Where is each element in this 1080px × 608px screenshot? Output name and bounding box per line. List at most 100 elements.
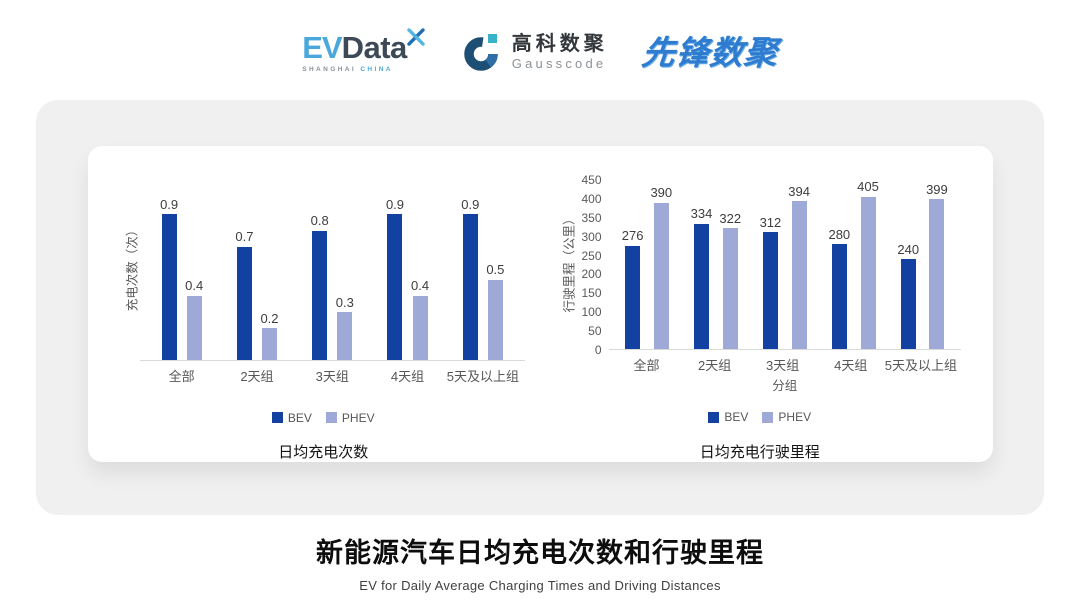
y-axis-label: 充电次数（次） [125, 223, 140, 312]
category-label: 3天组 [766, 358, 800, 373]
bar-value-label: 0.5 [486, 261, 505, 277]
bar-cell-phev: 394 [788, 174, 810, 350]
category-label: 5天及以上组 [884, 358, 957, 373]
bar-bev [236, 246, 252, 361]
legend-label: PHEV [341, 410, 375, 425]
bar-bev [900, 259, 916, 350]
chart-body: 充电次数（次） 0.9 0.4 0.7 0.2 0.8 0.3 0.9 0.4 0.9 0.5 全… [122, 174, 525, 402]
category-label: 3天组 [315, 369, 349, 384]
bar-value-label: 0.4 [411, 278, 430, 294]
category-label: 2天组 [240, 369, 274, 384]
bar-cell-bev: 276 [622, 174, 643, 350]
bar-cell-phev: 0.4 [411, 174, 429, 361]
bar-group: 312 394 [750, 174, 819, 350]
bar-bev [694, 223, 709, 350]
bar-group: 334 322 [681, 174, 750, 350]
legend-item-phev: PHEV [762, 410, 811, 424]
bar-phev [860, 197, 876, 350]
y-tick-label: 200 [581, 267, 602, 282]
evdata-tagline: SHANGHAI CHINA [302, 66, 427, 73]
bar-value-label: 280 [828, 226, 851, 242]
bar-cell-bev: 334 [690, 174, 713, 350]
chart-daily-driving-distance: 行驶里程（公里） 0 50 100 150 200 250 300 350 400 450 276… [559, 174, 962, 462]
bar-group: 0.9 0.4 [370, 174, 445, 361]
bar-value-label: 0.9 [385, 196, 405, 212]
legend-item-bev: BEV [271, 411, 312, 425]
bar-cell-bev: 0.7 [235, 174, 253, 361]
bar-value-label: 0.4 [185, 278, 204, 294]
content-panel: 充电次数（次） 0.9 0.4 0.7 0.2 0.8 0.3 0.9 0.4 0.9 0.5 全… [36, 100, 1044, 515]
bar-bev [831, 244, 847, 350]
bar-value-label: 312 [759, 214, 782, 230]
plot-area: 0.9 0.4 0.7 0.2 0.8 0.3 0.9 0.4 0.9 0.5 [140, 174, 525, 361]
category-label: 5天及以上组 [446, 369, 519, 384]
category-label: 全部 [168, 369, 195, 384]
gausscode-g-icon [464, 34, 498, 71]
plot-column: 276 390 334 322 312 394 280 405 240 399 全部 2天组 3天组 4… [608, 174, 962, 393]
bar-phev [186, 295, 202, 361]
plot-column: 0.9 0.4 0.7 0.2 0.8 0.3 0.9 0.4 0.9 0.5 全部 2天组 3天组 4… [140, 174, 525, 404]
bar-cell-bev: 280 [828, 174, 850, 350]
legend-item-bev: BEV [708, 410, 748, 424]
y-tick-label: 250 [581, 248, 602, 263]
evdata-data-text: Data [341, 29, 408, 65]
footer: 新能源汽车日均充电次数和行驶里程 EV for Daily Average Ch… [0, 531, 1080, 593]
legend-swatch [325, 412, 337, 423]
bar-value-label: 334 [690, 206, 713, 222]
bar-group: 0.7 0.2 [219, 174, 294, 361]
bar-group: 240 399 [888, 174, 957, 350]
bar-cell-bev: 0.9 [461, 174, 479, 361]
gausscode-wordmark: 高科数聚 Gausscode [512, 33, 608, 71]
chart-daily-charging-times: 充电次数（次） 0.9 0.4 0.7 0.2 0.8 0.3 0.9 0.4 0.9 0.5 全… [122, 174, 525, 462]
bar-value-label: 322 [719, 210, 742, 226]
bar-value-label: 399 [926, 181, 948, 197]
y-axis-label: 行驶里程（公里） [562, 211, 577, 313]
evdata-star-icon [407, 27, 425, 46]
evdata-wordmark: EV Data [302, 27, 427, 65]
y-tick-label: 100 [581, 305, 602, 320]
y-tick-label: 150 [581, 286, 602, 301]
y-tick-label: 350 [581, 210, 602, 225]
bar-cell-phev: 0.3 [336, 174, 354, 361]
x-axis-label [140, 386, 525, 404]
bar-cell-phev: 0.4 [185, 174, 203, 361]
y-axis-ticks: 0 50 100 150 200 250 300 350 400 450 [577, 174, 609, 356]
category-labels: 全部 2天组 3天组 4天组 5天及以上组 [609, 355, 962, 373]
bar-value-label: 390 [650, 185, 673, 201]
legend: BEV PHEV [559, 409, 962, 425]
legend-swatch [708, 411, 720, 423]
bar-cell-phev: 399 [926, 174, 948, 350]
pioneer-data-logo: 先锋数聚 [639, 33, 780, 71]
evdata-ev-text: EV [302, 29, 342, 65]
bar-value-label: 405 [857, 179, 879, 195]
evdata-logo: EV Data SHANGHAI CHINA [302, 27, 427, 73]
category-label: 2天组 [697, 358, 732, 373]
legend-swatch [271, 412, 283, 423]
evdata-tagline-left: SHANGHAI [302, 65, 357, 73]
x-axis-line [608, 349, 961, 350]
y-tick-label: 400 [581, 191, 602, 206]
bar-cell-bev: 240 [897, 174, 919, 350]
y-tick-label: 0 [594, 343, 602, 357]
x-axis-line [140, 360, 525, 361]
bar-cell-phev: 0.5 [486, 174, 504, 361]
bar-value-label: 0.2 [260, 310, 279, 326]
bar-bev [462, 214, 478, 361]
header-logos: EV Data SHANGHAI CHINA 高科数聚 [0, 20, 1080, 84]
gausscode-en-text: Gausscode [511, 56, 607, 71]
legend: BEV PHEV [122, 410, 525, 425]
chart-title: 日均充电行驶里程 [699, 444, 820, 461]
bar-group: 0.8 0.3 [295, 174, 370, 361]
chart-body: 行驶里程（公里） 0 50 100 150 200 250 300 350 400 450 276… [559, 174, 962, 401]
x-axis-label: 分组 [772, 379, 798, 393]
evdata-tagline-right: CHINA [360, 65, 393, 73]
bar-phev [261, 328, 277, 361]
bar-bev [161, 214, 177, 361]
category-labels: 全部 2天组 3天组 4天组 5天及以上组 [140, 366, 525, 384]
bar-phev [929, 199, 945, 350]
gausscode-cn-text: 高科数聚 [511, 33, 608, 55]
bar-cell-bev: 0.9 [386, 174, 404, 361]
bar-bev [387, 214, 403, 361]
legend-swatch [762, 411, 774, 423]
legend-label: PHEV [778, 410, 812, 425]
